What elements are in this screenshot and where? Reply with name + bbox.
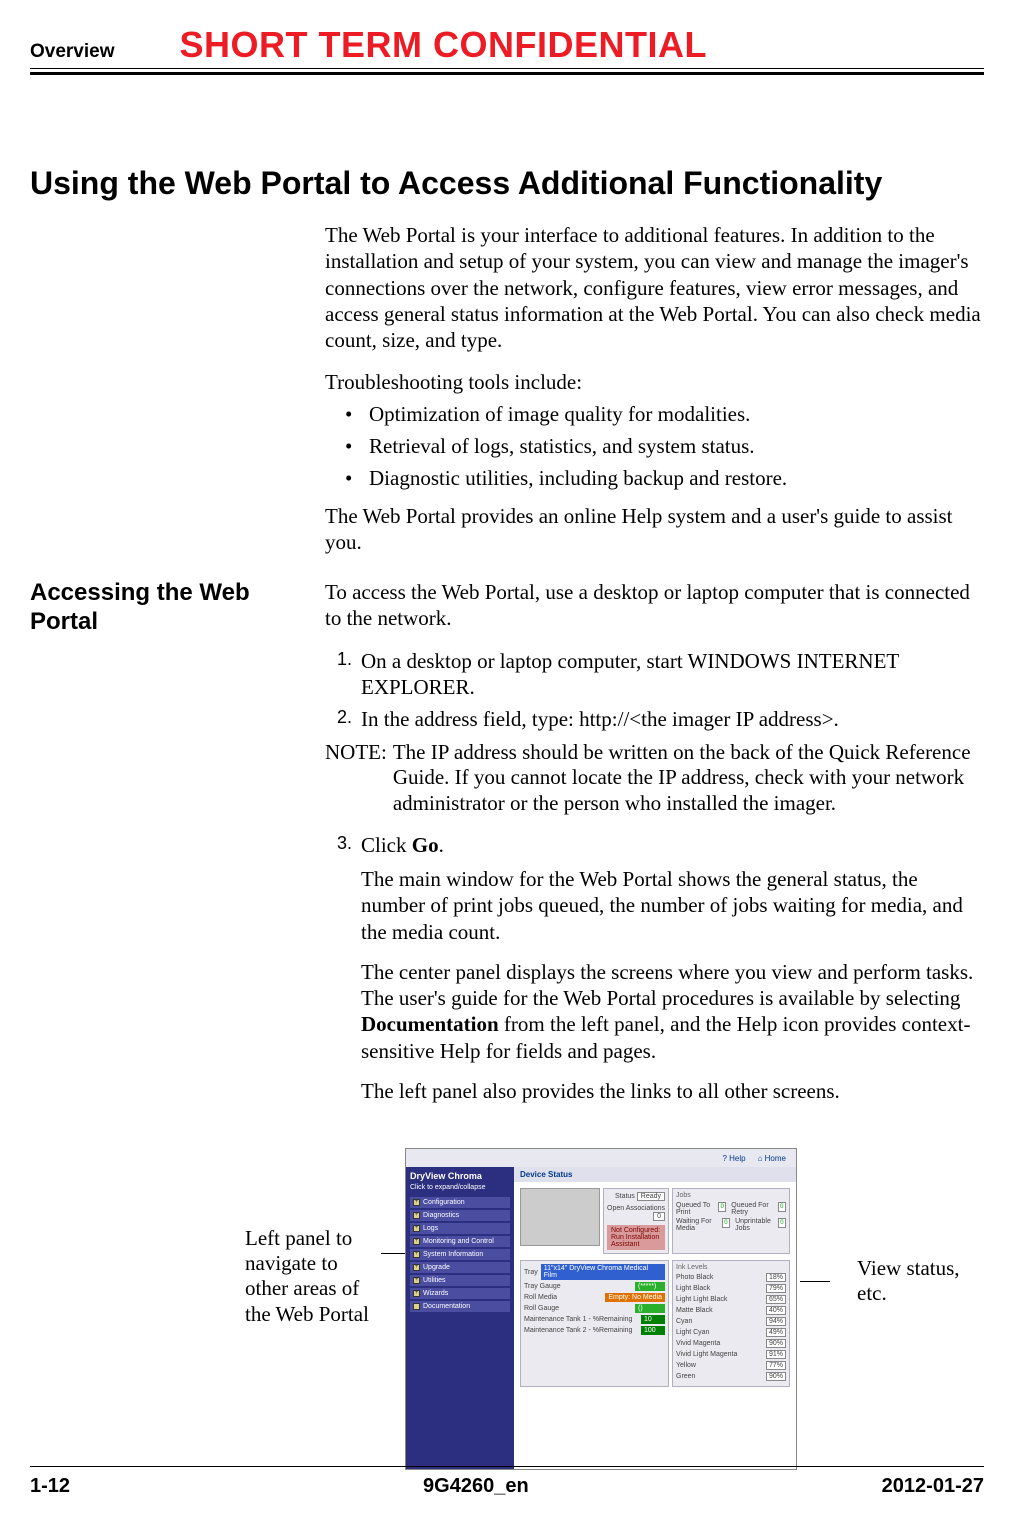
result-para-1: The main window for the Web Portal shows… [361,866,984,945]
ink-row: Light Light Black65% [676,1295,786,1304]
annotation-left: Left panel to navigate to other areas of… [245,1226,380,1327]
ss-nav-item: Documentation [410,1301,510,1312]
step-number: 3. [337,832,352,855]
jobs-panel: Jobs Queued To Print0Queued For Retry0 W… [672,1188,790,1254]
note-block: NOTE: The IP address should be written o… [325,740,984,816]
bullet-list: Optimization of image quality for modali… [345,400,990,493]
ss-nav-item: +Wizards [410,1288,510,1299]
access-intro: To access the Web Portal, use a desktop … [325,579,984,632]
ink-row: Cyan94% [676,1317,786,1326]
note-body: The IP address should be written on the … [393,740,984,816]
ss-sidebar: DryView Chroma Click to expand/collapse … [406,1167,514,1469]
ss-nav-item: +Upgrade [410,1262,510,1273]
confidential-watermark: SHORT TERM CONFIDENTIAL [180,24,707,66]
page-footer: 1-12 9G4260_en 2012-01-27 [30,1466,984,1498]
result-para-3: The left panel also provides the links t… [361,1078,984,1104]
ink-levels-panel: Ink Levels Photo Black18%Light Black79%L… [672,1260,790,1387]
figure-area: Left panel to navigate to other areas of… [30,1148,984,1488]
result2-pre: The center panel displays the screens wh… [361,960,973,1010]
printer-image [520,1188,600,1246]
ink-row: Light Cyan49% [676,1328,786,1337]
troubleshoot-lead: Troubleshooting tools include: [325,369,990,395]
home-link: ⌂ Home [758,1154,786,1163]
result-para-2: The center panel displays the screens wh… [361,959,984,1064]
ink-row: Light Black79% [676,1284,786,1293]
header-divider [30,68,984,75]
bullet-item: Optimization of image quality for modali… [345,400,990,428]
bullet-item: Retrieval of logs, statistics, and syste… [345,432,990,460]
ink-row: Matte Black40% [676,1306,786,1315]
ss-sidebar-title: DryView Chroma [410,1171,510,1181]
ss-topbar: ? Help ⌂ Home [406,1149,796,1167]
step-2: 2. In the address field, type: http://<t… [337,706,984,732]
ss-nav-item: +Diagnostics [410,1210,510,1221]
ss-main-header: Device Status [514,1167,796,1182]
bullet-item: Diagnostic utilities, including backup a… [345,464,990,492]
footer-docid: 9G4260_en [423,1475,529,1498]
footer-divider [30,1466,984,1467]
ss-sidebar-sub: Click to expand/collapse [410,1184,510,1191]
footer-page: 1-12 [30,1475,70,1498]
not-configured-bar: Not Configured: Run Installation Assista… [607,1225,665,1250]
step-text: On a desktop or laptop computer, start W… [361,649,899,699]
help-paragraph: The Web Portal provides an online Help s… [325,503,990,556]
status-panel: Status Ready Open Associations 0 Not Con… [603,1188,669,1254]
step-text-post: . [439,833,444,857]
section-title: Using the Web Portal to Access Additiona… [30,165,984,202]
ink-row: Green90% [676,1372,786,1381]
ink-row: Vivid Magenta90% [676,1339,786,1348]
footer-date: 2012-01-27 [882,1475,984,1498]
ss-main: Device Status Status Ready Open Associat… [514,1167,796,1469]
side-heading-accessing: Accessing the Web Portal [30,579,310,1118]
note-label: NOTE: [325,740,387,816]
portal-screenshot: ? Help ⌂ Home DryView Chroma Click to ex… [405,1148,797,1470]
ss-nav-item: +Logs [410,1223,510,1234]
ss-nav-item: +Configuration [410,1197,510,1208]
step-3: 3. Click Go. [337,832,984,858]
ss-nav-item: +System Information [410,1249,510,1260]
ss-nav-item: +Monitoring and Control [410,1236,510,1247]
step-number: 1. [337,648,352,671]
step-number: 2. [337,706,352,729]
header-overview: Overview [30,41,115,63]
tray-panel: Tray11"x14" DryView Chroma Medical Film … [520,1260,669,1387]
step-text-pre: Click [361,833,412,857]
ss-nav-item: +Utilities [410,1275,510,1286]
ink-row: Yellow77% [676,1361,786,1370]
result2-bold: Documentation [361,1012,499,1036]
annotation-right: View status, etc. [857,1256,972,1306]
ink-row: Vivid Light Magenta91% [676,1350,786,1359]
annotation-line-left [381,1253,405,1254]
help-link: ? Help [722,1154,745,1163]
intro-paragraph: The Web Portal is your interface to addi… [325,222,990,353]
step-text-bold: Go [412,833,439,857]
annotation-line-right [800,1281,830,1282]
step-1: 1. On a desktop or laptop computer, star… [337,648,984,701]
ink-row: Photo Black18% [676,1273,786,1282]
step-text: In the address field, type: http://<the … [361,707,839,731]
